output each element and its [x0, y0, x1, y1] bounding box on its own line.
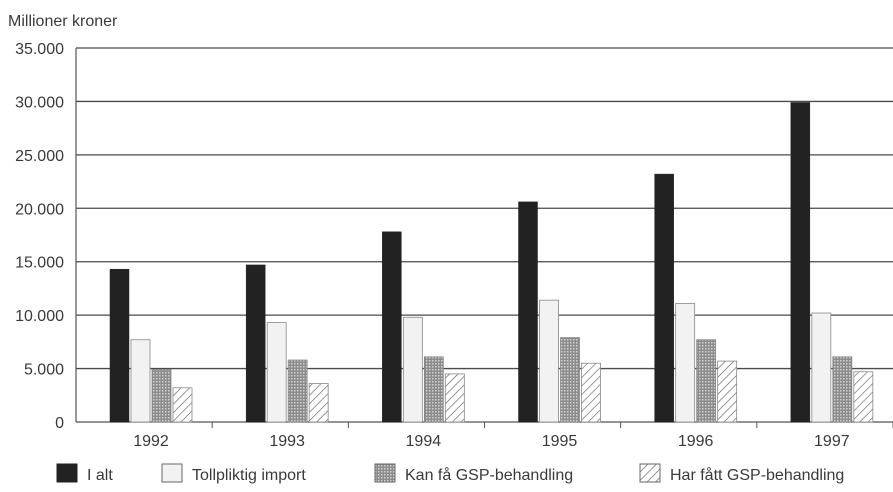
bar-i-alt-1995: [518, 201, 538, 423]
y-tick-label: 25.000: [15, 148, 64, 165]
bar-i-alt-1994: [382, 231, 402, 423]
x-tick-label: 1996: [678, 433, 714, 450]
bar-tollpliktig-import-1996: [675, 302, 696, 423]
bar-har-f-tt-gsp-behandling-1994: [444, 373, 465, 423]
x-axis-ticks: 1992 1993 1994 1995 1996 1997: [133, 422, 893, 450]
gridlines: [75, 47, 893, 423]
bar-tollpliktig-import-1994: [402, 316, 423, 423]
bar-har-f-tt-gsp-behandling-1992: [172, 387, 193, 423]
bar-i-alt-1997: [790, 102, 811, 423]
legend-label: I alt: [87, 467, 113, 484]
bar-kan-f-gsp-behandling-1992: [151, 369, 172, 423]
x-tick-label: 1997: [814, 433, 850, 450]
y-tick-label: 15.000: [15, 255, 64, 272]
y-tick-label: 0: [55, 415, 64, 432]
x-tick-label: 1993: [269, 433, 305, 450]
y-axis-label: Millioner kroner: [8, 13, 118, 30]
x-tick-label: 1995: [542, 433, 578, 450]
y-axis-ticks: 0 5.000 10.000 15.000 20.000 25.000 30.000 35.0…: [15, 41, 64, 432]
legend: I alt Tollpliktig import Kan få GSP-behand…: [56, 463, 844, 484]
bar-har-f-tt-gsp-behandling-1993: [308, 383, 329, 423]
legend-swatch: [161, 463, 183, 483]
bar-kan-f-gsp-behandling-1995: [560, 337, 580, 423]
y-tick-label: 30.000: [15, 94, 64, 111]
bar-tollpliktig-import-1995: [539, 299, 559, 423]
bar-har-f-tt-gsp-behandling-1997: [853, 371, 874, 423]
x-tick-label: 1992: [133, 433, 169, 450]
bar-tollpliktig-import-1992: [130, 339, 151, 423]
y-tick-label: 10.000: [15, 308, 64, 325]
bar-kan-f-gsp-behandling-1997: [832, 356, 853, 423]
legend-label: Kan få GSP-behandling: [405, 466, 573, 484]
legend-swatch: [639, 463, 661, 483]
bar-tollpliktig-import-1993: [266, 322, 287, 423]
bar-kan-f-gsp-behandling-1996: [696, 339, 717, 423]
bar-i-alt-1996: [654, 173, 674, 423]
legend-swatch: [374, 463, 396, 483]
bar-har-f-tt-gsp-behandling-1996: [717, 360, 738, 423]
bar-i-alt-1992: [109, 268, 130, 423]
bar-i-alt-1993: [245, 264, 266, 423]
y-tick-label: 35.000: [15, 41, 64, 58]
bar-tollpliktig-import-1997: [811, 312, 832, 423]
bars: [109, 102, 874, 423]
legend-swatch: [56, 463, 78, 483]
bar-kan-f-gsp-behandling-1993: [287, 359, 308, 423]
bar-har-f-tt-gsp-behandling-1995: [581, 362, 601, 423]
y-tick-label: 5.000: [24, 362, 64, 379]
legend-label: Har fått GSP-behandling: [670, 466, 844, 484]
bar-kan-f-gsp-behandling-1994: [423, 356, 444, 423]
x-tick-label: 1994: [406, 433, 442, 450]
legend-label: Tollpliktig import: [192, 467, 306, 484]
y-tick-label: 20.000: [15, 201, 64, 218]
